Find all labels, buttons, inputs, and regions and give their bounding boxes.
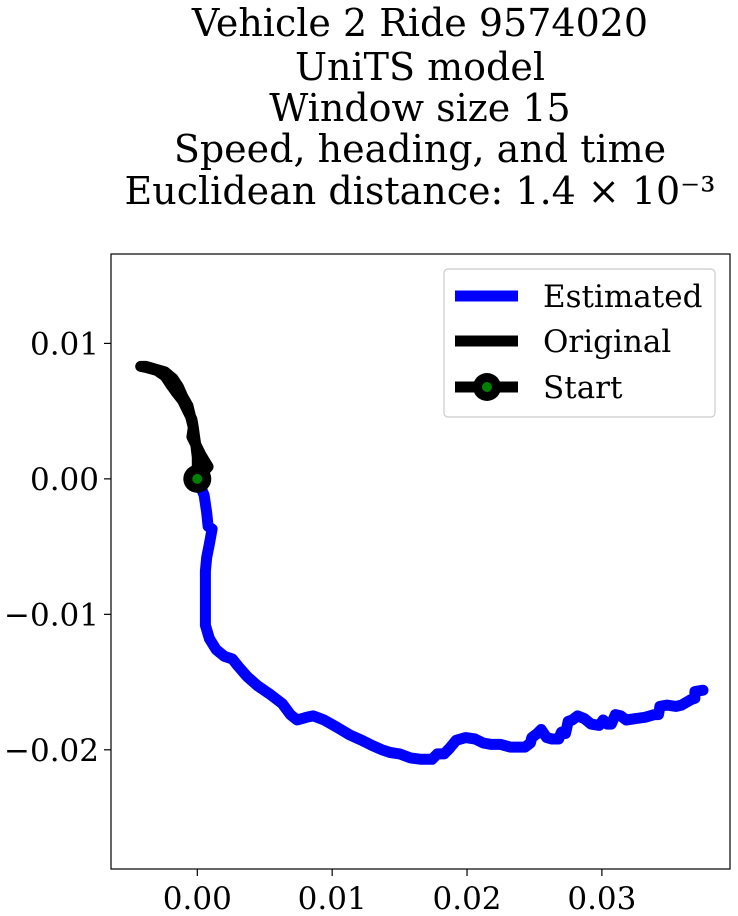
chart-title: Vehicle 2 Ride 9574020 UniTS model Windo… [125, 1, 716, 213]
start-marker-center [192, 473, 203, 484]
title-line-3: Window size 15 [269, 86, 570, 130]
y-tick-label: −0.01 [4, 597, 99, 633]
legend-start-marker-center [482, 382, 492, 392]
x-tick-label: 0.02 [433, 881, 502, 916]
series-line-estimated [191, 473, 709, 765]
x-tick-label: 0.00 [163, 881, 232, 916]
y-tick-label: 0.01 [30, 326, 99, 362]
title-line-2: UniTS model [295, 45, 545, 89]
title-line-4: Speed, heading, and time [174, 127, 666, 171]
title-line-5: Euclidean distance: 1.4 × 10⁻³ [125, 169, 716, 213]
x-tick-label: 0.01 [298, 881, 367, 916]
legend: Estimated Original Start [443, 268, 716, 418]
legend-box [443, 268, 716, 418]
axis-ticks: 0.00 0.01 0.02 0.03 0.01 0.00 −0.01 −0.02 [4, 326, 636, 916]
legend-label: Original [543, 324, 671, 360]
x-tick-label: 0.03 [567, 881, 636, 916]
y-tick-label: −0.02 [4, 733, 99, 769]
series-group [135, 360, 709, 765]
series-line-original [135, 360, 214, 485]
legend-label: Estimated [543, 279, 702, 315]
legend-label: Start [543, 370, 623, 406]
title-line-1: Vehicle 2 Ride 9574020 [191, 1, 648, 45]
y-tick-label: 0.00 [30, 462, 99, 498]
